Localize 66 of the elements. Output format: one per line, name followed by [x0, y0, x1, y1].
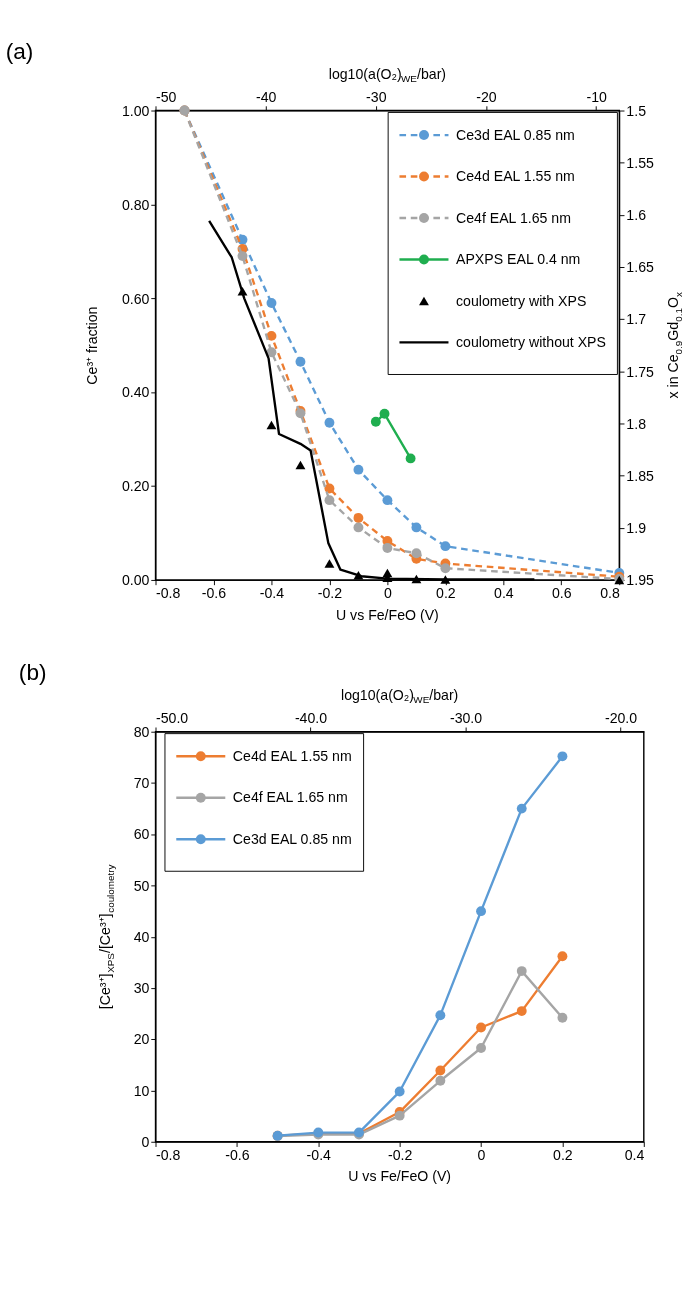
y-tick-label: 0.40 [121, 384, 150, 401]
y-axis-title: Ce³⁺ fraction [84, 306, 101, 385]
x-tick-label: -0.4 [259, 585, 285, 602]
y-tick-label: 0.80 [121, 196, 150, 213]
legend-label: APXPS EAL 0.4 nm [456, 251, 581, 268]
x-tick-label: -0.6 [201, 585, 227, 602]
y-tick-label: 80 [133, 723, 150, 740]
y-tick-label: 1.00 [121, 102, 150, 119]
x2-tick-label: -20.0 [604, 709, 638, 726]
x-tick-label: 0.8 [600, 585, 620, 602]
legend-label: Ce4f EAL 1.65 nm [456, 209, 571, 226]
chart-title: (b) [18, 659, 47, 685]
y2-tick-label: 1.75 [626, 363, 655, 380]
x-tick-label: -0.6 [225, 1147, 250, 1164]
x-tick-label: 0 [383, 585, 392, 602]
y2-tick-label: 1.55 [626, 154, 655, 171]
legend-label: coulometry without XPS [456, 334, 606, 351]
x2-tick-label: -50.0 [156, 709, 189, 726]
y2-tick-label: 1.7 [626, 311, 647, 328]
x-tick-label: 0.6 [551, 585, 572, 602]
x2-tick-label: -40.0 [294, 709, 328, 726]
y-tick-label: 30 [133, 980, 150, 997]
chart-title: (a) [5, 38, 34, 64]
y-tick-label: 0 [141, 1133, 150, 1150]
x-tick-label: 0.2 [436, 585, 456, 602]
x-tick-label: 0.4 [624, 1147, 645, 1164]
y2-tick-label: 1.8 [626, 415, 647, 432]
legend-label: Ce4d EAL 1.55 nm [456, 168, 575, 185]
y-tick-label: 0.20 [121, 478, 150, 495]
y-tick-label: 20 [133, 1031, 150, 1048]
y2-tick-label: 1.9 [626, 520, 647, 537]
x2-tick-label: -30 [366, 88, 387, 105]
x-tick-label: -0.2 [317, 585, 343, 602]
x-tick-label: -0.8 [156, 1147, 181, 1164]
x-axis-title: U vs Fe/FeO (V) [335, 606, 439, 623]
legend-label: Ce3d EAL 0.85 nm [232, 830, 352, 847]
x2-tick-label: -40 [255, 88, 277, 105]
x2-tick-label: -50 [156, 88, 177, 105]
x-tick-label: 0.4 [494, 585, 514, 602]
y-tick-label: 40 [133, 928, 150, 945]
legend-label: Ce4d EAL 1.55 nm [232, 747, 352, 764]
x-tick-label: -0.8 [156, 585, 181, 602]
y2-tick-label: 1.5 [626, 102, 647, 119]
y-tick-label: 60 [133, 826, 150, 843]
x2-tick-label: -30.0 [449, 709, 483, 726]
y-tick-label: 10 [133, 1082, 150, 1099]
y-tick-label: 0.00 [121, 572, 150, 589]
x-tick-label: -0.4 [306, 1147, 332, 1164]
x-tick-label: -0.2 [387, 1147, 413, 1164]
y-axis-title: [Ce³⁺]XPS/[Ce³⁺]coulometry [97, 864, 117, 1010]
legend-label: Ce4f EAL 1.65 nm [232, 789, 348, 806]
y2-axis-title: x in Ce0.9Gd0.1Ox [664, 292, 684, 399]
y-tick-label: 0.60 [121, 290, 150, 307]
x2-tick-label: -20 [476, 88, 497, 105]
y2-tick-label: 1.65 [626, 259, 655, 276]
legend-label: coulometry with XPS [456, 292, 587, 309]
y2-tick-label: 1.6 [626, 207, 647, 224]
legend-label: Ce3d EAL 0.85 nm [456, 126, 575, 143]
y-tick-label: 70 [133, 775, 150, 792]
x2-tick-label: -10 [586, 88, 607, 105]
y2-tick-label: 1.85 [626, 467, 655, 484]
x-tick-label: 0.2 [553, 1147, 573, 1164]
x-tick-label: 0 [477, 1147, 486, 1164]
y-tick-label: 50 [133, 877, 150, 894]
x-axis-title: U vs Fe/FeO (V) [348, 1168, 452, 1185]
y2-tick-label: 1.95 [626, 572, 655, 589]
